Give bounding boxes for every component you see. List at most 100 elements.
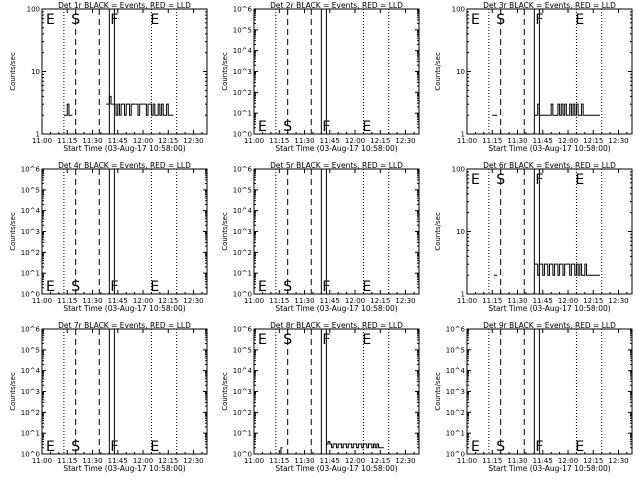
y-tick-label: 10^3 <box>21 228 40 236</box>
x-axis-label: Start Time (03-Aug-17 10:58:00) <box>275 304 397 313</box>
x-tick-label: 11:00 <box>457 297 477 305</box>
panel-title: Det 2r BLACK = Events, RED = LLD <box>270 1 403 10</box>
y-tick-label: 10^0 <box>233 291 252 299</box>
panel-title: Det 8r BLACK = Events, RED = LLD <box>270 321 403 330</box>
y-tick-label: 10^2 <box>233 249 252 257</box>
x-tick-label: 11:45 <box>320 457 340 465</box>
y-tick-label: 1 <box>36 131 40 139</box>
y-tick-label: 10^4 <box>233 367 253 375</box>
panel-title: Det 9r BLACK = Events, RED = LLD <box>483 321 616 330</box>
panel-det-9: Det 9r BLACK = Events, RED = LLD 10^0 10^1… <box>434 321 633 473</box>
y-tick-label: 10^4 <box>21 207 41 215</box>
event-marker-label: S <box>71 439 80 455</box>
y-tick-label: 10^2 <box>233 89 252 97</box>
x-tick-label: 11:45 <box>533 137 553 145</box>
x-tick-label: 12:15 <box>583 137 603 145</box>
x-tick-label: 11:00 <box>244 457 264 465</box>
x-tick-label: 11:00 <box>32 137 52 145</box>
panel-det-3: Det 3r BLACK = Events, RED = LLD 1 10 100 11… <box>434 1 633 153</box>
y-tick-label: 10^6 <box>233 326 253 334</box>
x-tick-label: 11:45 <box>108 457 128 465</box>
y-tick-label: 10^3 <box>233 68 252 76</box>
y-tick-label: 10^4 <box>233 207 253 215</box>
x-tick-label: 11:00 <box>32 457 52 465</box>
x-tick-label: 12:30 <box>608 297 628 305</box>
panel-title: Det 5r BLACK = Events, RED = LLD <box>270 161 403 170</box>
event-marker-label: S <box>71 279 80 295</box>
event-marker-label: E <box>258 332 267 348</box>
plot-frame <box>466 328 633 455</box>
y-tick-label: 10^1 <box>21 270 40 278</box>
x-tick-label: 11:30 <box>82 137 102 145</box>
x-tick-label: 12:30 <box>395 137 415 145</box>
event-marker-label: E <box>46 12 55 28</box>
x-tick-label: 12:30 <box>395 297 415 305</box>
x-axis-label: Start Time (03-Aug-17 10:58:00) <box>63 464 185 473</box>
y-tick-label: 10^6 <box>446 326 466 334</box>
panel-det-8: Det 8r BLACK = Events, RED = LLD 10^0 10^1… <box>221 321 420 473</box>
event-marker-label: E <box>471 439 480 455</box>
x-tick-label: 12:00 <box>345 457 365 465</box>
y-axis-label: Counts/sec <box>9 372 17 411</box>
event-marker-label: E <box>575 12 584 28</box>
y-tick-label: 1 <box>461 291 465 299</box>
y-tick-label: 10^1 <box>446 430 465 438</box>
x-tick-label: 12:15 <box>158 297 178 305</box>
x-tick-label: 12:00 <box>558 297 578 305</box>
y-tick-label: 10^5 <box>21 346 40 354</box>
panel-title: Det 6r BLACK = Events, RED = LLD <box>483 161 616 170</box>
event-marker-label: E <box>258 279 267 295</box>
event-marker-label: E <box>46 439 55 455</box>
x-tick-label: 12:30 <box>608 137 628 145</box>
y-tick-label: 10^3 <box>233 228 252 236</box>
y-axis-label: Counts/sec <box>221 372 229 411</box>
event-marker-label: F <box>110 439 118 455</box>
event-marker-label: E <box>150 439 159 455</box>
x-tick-label: 12:00 <box>558 457 578 465</box>
event-marker-label: E <box>150 279 159 295</box>
y-tick-label: 10^6 <box>233 6 253 14</box>
x-tick-label: 11:45 <box>108 297 128 305</box>
event-marker-label: E <box>362 332 371 348</box>
x-tick-label: 11:15 <box>57 457 77 465</box>
panel-det-4: Det 4r BLACK = Events, RED = LLD 10^0 10^1… <box>9 161 208 313</box>
event-marker-label: F <box>322 332 330 348</box>
x-tick-label: 11:00 <box>32 297 52 305</box>
event-marker-label: F <box>535 12 543 28</box>
panel-title: Det 1r BLACK = Events, RED = LLD <box>58 1 191 10</box>
x-tick-label: 11:00 <box>457 137 477 145</box>
event-marker-label: S <box>496 12 505 28</box>
y-axis-label: Counts/sec <box>9 212 17 251</box>
x-tick-label: 11:45 <box>320 137 340 145</box>
event-marker-label: S <box>283 279 292 295</box>
y-tick-label: 10^2 <box>21 249 40 257</box>
x-tick-label: 12:00 <box>133 457 153 465</box>
event-marker-label: S <box>283 119 292 135</box>
y-tick-label: 100 <box>452 6 465 14</box>
plot-frame <box>41 328 208 455</box>
y-axis-label: Counts/sec <box>434 52 442 91</box>
panel-det-1: Det 1r BLACK = Events, RED = LLD 1 10 100 11… <box>9 1 208 153</box>
y-axis-label: Counts/sec <box>221 52 229 91</box>
y-tick-label: 10^5 <box>233 186 252 194</box>
y-tick-label: 10^1 <box>21 430 40 438</box>
x-tick-label: 11:15 <box>482 297 502 305</box>
x-tick-label: 12:30 <box>395 457 415 465</box>
event-marker-label: E <box>150 12 159 28</box>
y-tick-label: 10^1 <box>233 270 252 278</box>
y-tick-label: 10^4 <box>21 367 41 375</box>
x-axis-label: Start Time (03-Aug-17 10:58:00) <box>63 144 185 153</box>
x-tick-label: 11:30 <box>82 297 102 305</box>
x-tick-label: 11:15 <box>269 457 289 465</box>
x-tick-label: 11:30 <box>507 137 527 145</box>
panel-det-5: Det 5r BLACK = Events, RED = LLD 10^0 10^1… <box>221 161 420 313</box>
x-tick-label: 11:15 <box>269 297 289 305</box>
x-tick-label: 11:15 <box>57 297 77 305</box>
x-tick-label: 11:00 <box>244 297 264 305</box>
event-marker-label: F <box>110 279 118 295</box>
y-axis-label: Counts/sec <box>434 212 442 251</box>
x-tick-label: 11:15 <box>482 137 502 145</box>
y-tick-label: 10^4 <box>446 367 466 375</box>
x-tick-label: 12:30 <box>608 457 628 465</box>
y-tick-label: 10^6 <box>21 166 41 174</box>
